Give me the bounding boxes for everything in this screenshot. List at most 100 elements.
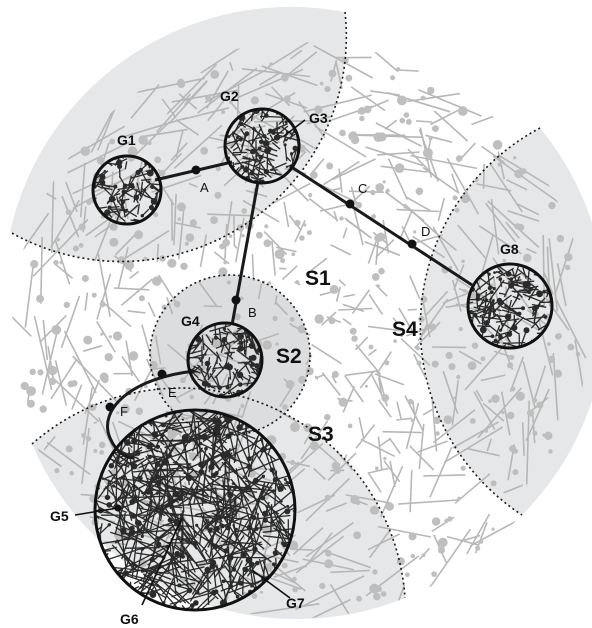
network-node — [147, 141, 152, 146]
group-g4-label: G4 — [181, 313, 200, 329]
network-edge — [407, 308, 417, 311]
network-node — [282, 404, 288, 410]
cluster-edge — [150, 455, 167, 459]
network-edge — [330, 243, 352, 256]
network-edge — [396, 417, 413, 421]
network-node — [432, 125, 439, 132]
network-edge — [327, 452, 357, 481]
cluster-edge — [527, 286, 538, 301]
network-edge — [63, 330, 97, 394]
cluster-edge — [255, 479, 291, 487]
cluster-edge — [179, 531, 183, 562]
cluster-edge — [115, 192, 121, 196]
network-node — [565, 264, 571, 271]
network-edge — [476, 183, 512, 192]
network-node — [393, 339, 397, 343]
cluster-edge — [248, 141, 262, 158]
cluster-edge — [240, 121, 255, 130]
network-node — [47, 365, 58, 376]
cluster-node — [251, 515, 257, 521]
cluster-edge — [495, 267, 515, 279]
network-edge — [451, 379, 460, 426]
network-node — [30, 260, 39, 269]
network-edge — [431, 397, 438, 452]
network-edge — [492, 155, 565, 207]
network-node — [96, 156, 105, 165]
cluster-scribble — [95, 410, 295, 610]
network-node — [104, 353, 113, 362]
network-edge — [351, 203, 364, 246]
cluster-edge — [166, 484, 208, 503]
network-node — [308, 193, 313, 198]
network-edge — [407, 92, 461, 103]
cluster-edge — [233, 332, 249, 335]
cluster-node — [292, 145, 298, 151]
cluster-node — [198, 441, 203, 446]
network-node — [241, 208, 248, 214]
point-d-dot — [407, 239, 417, 249]
network-edge — [12, 311, 32, 337]
network-edge — [203, 305, 223, 308]
cluster-edge — [122, 471, 142, 503]
cluster-node — [522, 281, 530, 288]
cluster-node — [277, 520, 281, 524]
network-node — [227, 151, 231, 155]
cluster-edge — [486, 268, 491, 289]
cluster-edge — [196, 415, 234, 459]
cluster-edge — [233, 575, 241, 595]
cluster-edge — [232, 146, 239, 152]
network-node — [89, 403, 97, 411]
network-node — [100, 332, 104, 336]
network-edge — [466, 513, 491, 555]
cluster-node — [149, 556, 155, 563]
cluster-node — [511, 324, 518, 331]
network-node — [415, 346, 420, 351]
cluster-node — [140, 214, 144, 218]
cluster-edge — [98, 206, 107, 209]
cluster-node — [209, 559, 217, 567]
network-node — [109, 138, 116, 145]
network-edge — [33, 315, 53, 390]
network-node — [490, 480, 497, 487]
cluster-node — [228, 584, 234, 589]
network-node — [101, 376, 109, 384]
cluster-edge — [270, 123, 288, 132]
cluster-node — [202, 435, 207, 440]
network-edge — [171, 89, 239, 103]
network-edge — [96, 273, 112, 320]
network-node — [328, 69, 337, 78]
cluster-node — [254, 560, 260, 566]
cluster-edge — [104, 486, 147, 530]
cluster-node — [505, 271, 512, 277]
network-node — [319, 81, 324, 86]
network-node — [420, 295, 428, 303]
cluster-node — [135, 520, 142, 527]
cluster-edge — [219, 486, 233, 504]
cluster-node — [258, 178, 262, 182]
cluster-node — [484, 298, 489, 303]
network-node — [460, 193, 471, 204]
network-node — [523, 253, 532, 263]
network-edge — [409, 470, 413, 513]
network-node — [399, 117, 406, 124]
network-edge — [173, 221, 201, 229]
network-node — [385, 502, 394, 511]
g5-leader — [74, 507, 119, 516]
network-node — [251, 593, 258, 599]
cluster-edge — [151, 559, 189, 588]
cluster-edge — [543, 291, 552, 300]
cluster-edge — [251, 153, 259, 176]
network-edge — [335, 286, 342, 302]
cluster-edge — [203, 474, 224, 506]
network-node — [98, 441, 106, 449]
network-node — [63, 301, 70, 309]
network-edge — [338, 279, 346, 287]
network-node — [437, 546, 446, 554]
network-edge — [294, 220, 306, 243]
network-edge — [487, 200, 540, 248]
cluster-edge — [124, 161, 128, 170]
network-edge — [304, 532, 333, 568]
cluster-node — [122, 570, 129, 577]
network-edge — [482, 163, 485, 189]
cluster-node — [155, 491, 159, 495]
